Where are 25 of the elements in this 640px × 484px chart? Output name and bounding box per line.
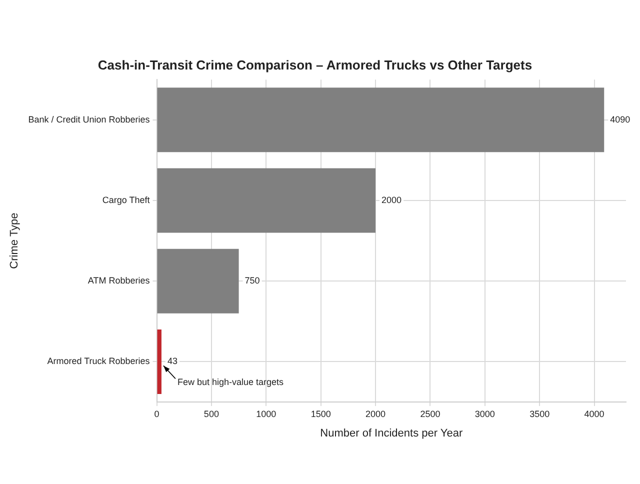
y-tick-label: Armored Truck Robberies — [47, 356, 150, 366]
bar — [157, 248, 239, 314]
annotation: Few but high-value targets — [177, 377, 284, 388]
data-label: 750 — [244, 276, 260, 286]
x-tick-label: 4000 — [584, 408, 604, 419]
data-label: 4090 — [610, 114, 630, 124]
data-label: 43 — [167, 356, 178, 366]
chart-title: Cash-in-Transit Crime Comparison – Armored Trucks vs Other Targets — [98, 57, 532, 72]
y-axis-title: Crime Type — [8, 212, 21, 269]
y-tick-label: Bank / Credit Union Robberies — [28, 114, 150, 124]
y-tick-label: Cargo Theft — [102, 194, 150, 205]
data-label: 2000 — [382, 194, 402, 205]
x-tick-label: 2500 — [420, 408, 440, 419]
x-tick-label: 0 — [154, 408, 160, 419]
y-tick-label: ATM Robberies — [88, 276, 150, 286]
x-tick-label: 500 — [204, 408, 219, 419]
x-tick-label: 3500 — [530, 408, 550, 419]
bar — [157, 168, 376, 233]
x-tick-label: 2000 — [366, 408, 386, 419]
x-tick-label: 1500 — [310, 408, 331, 419]
x-axis-title: Number of Incidents per Year — [320, 427, 463, 440]
x-tick-label: 1000 — [256, 408, 276, 419]
bar — [157, 329, 162, 394]
x-tick-label: 3000 — [474, 408, 495, 419]
bar — [157, 88, 604, 152]
